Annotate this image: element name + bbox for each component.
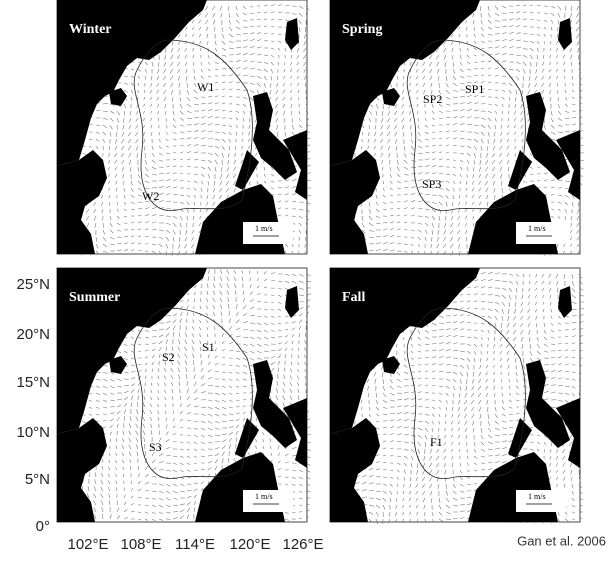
scale-label: 1 m/s <box>528 224 546 233</box>
season-title: Summer <box>69 290 120 305</box>
map-panel: Spring SP2 SP1 SP3 1 m/s <box>330 0 584 256</box>
region-label: SP3 <box>422 177 441 191</box>
region-label: S2 <box>162 350 175 364</box>
season-title: Spring <box>342 22 382 37</box>
season-title: Winter <box>69 22 112 37</box>
map-panel: Winter W1 W2 1 m/s <box>57 0 311 256</box>
region-label: S3 <box>149 440 162 454</box>
map-panel: Summer S2 S1 S3 1 m/s <box>57 268 311 522</box>
region-label: SP1 <box>465 82 484 96</box>
region-label: SP2 <box>423 92 442 106</box>
region-label: W2 <box>142 189 159 203</box>
region-label: S1 <box>202 340 215 354</box>
scale-label: 1 m/s <box>255 492 273 501</box>
scale-label: 1 m/s <box>255 224 273 233</box>
region-label: W1 <box>197 80 214 94</box>
